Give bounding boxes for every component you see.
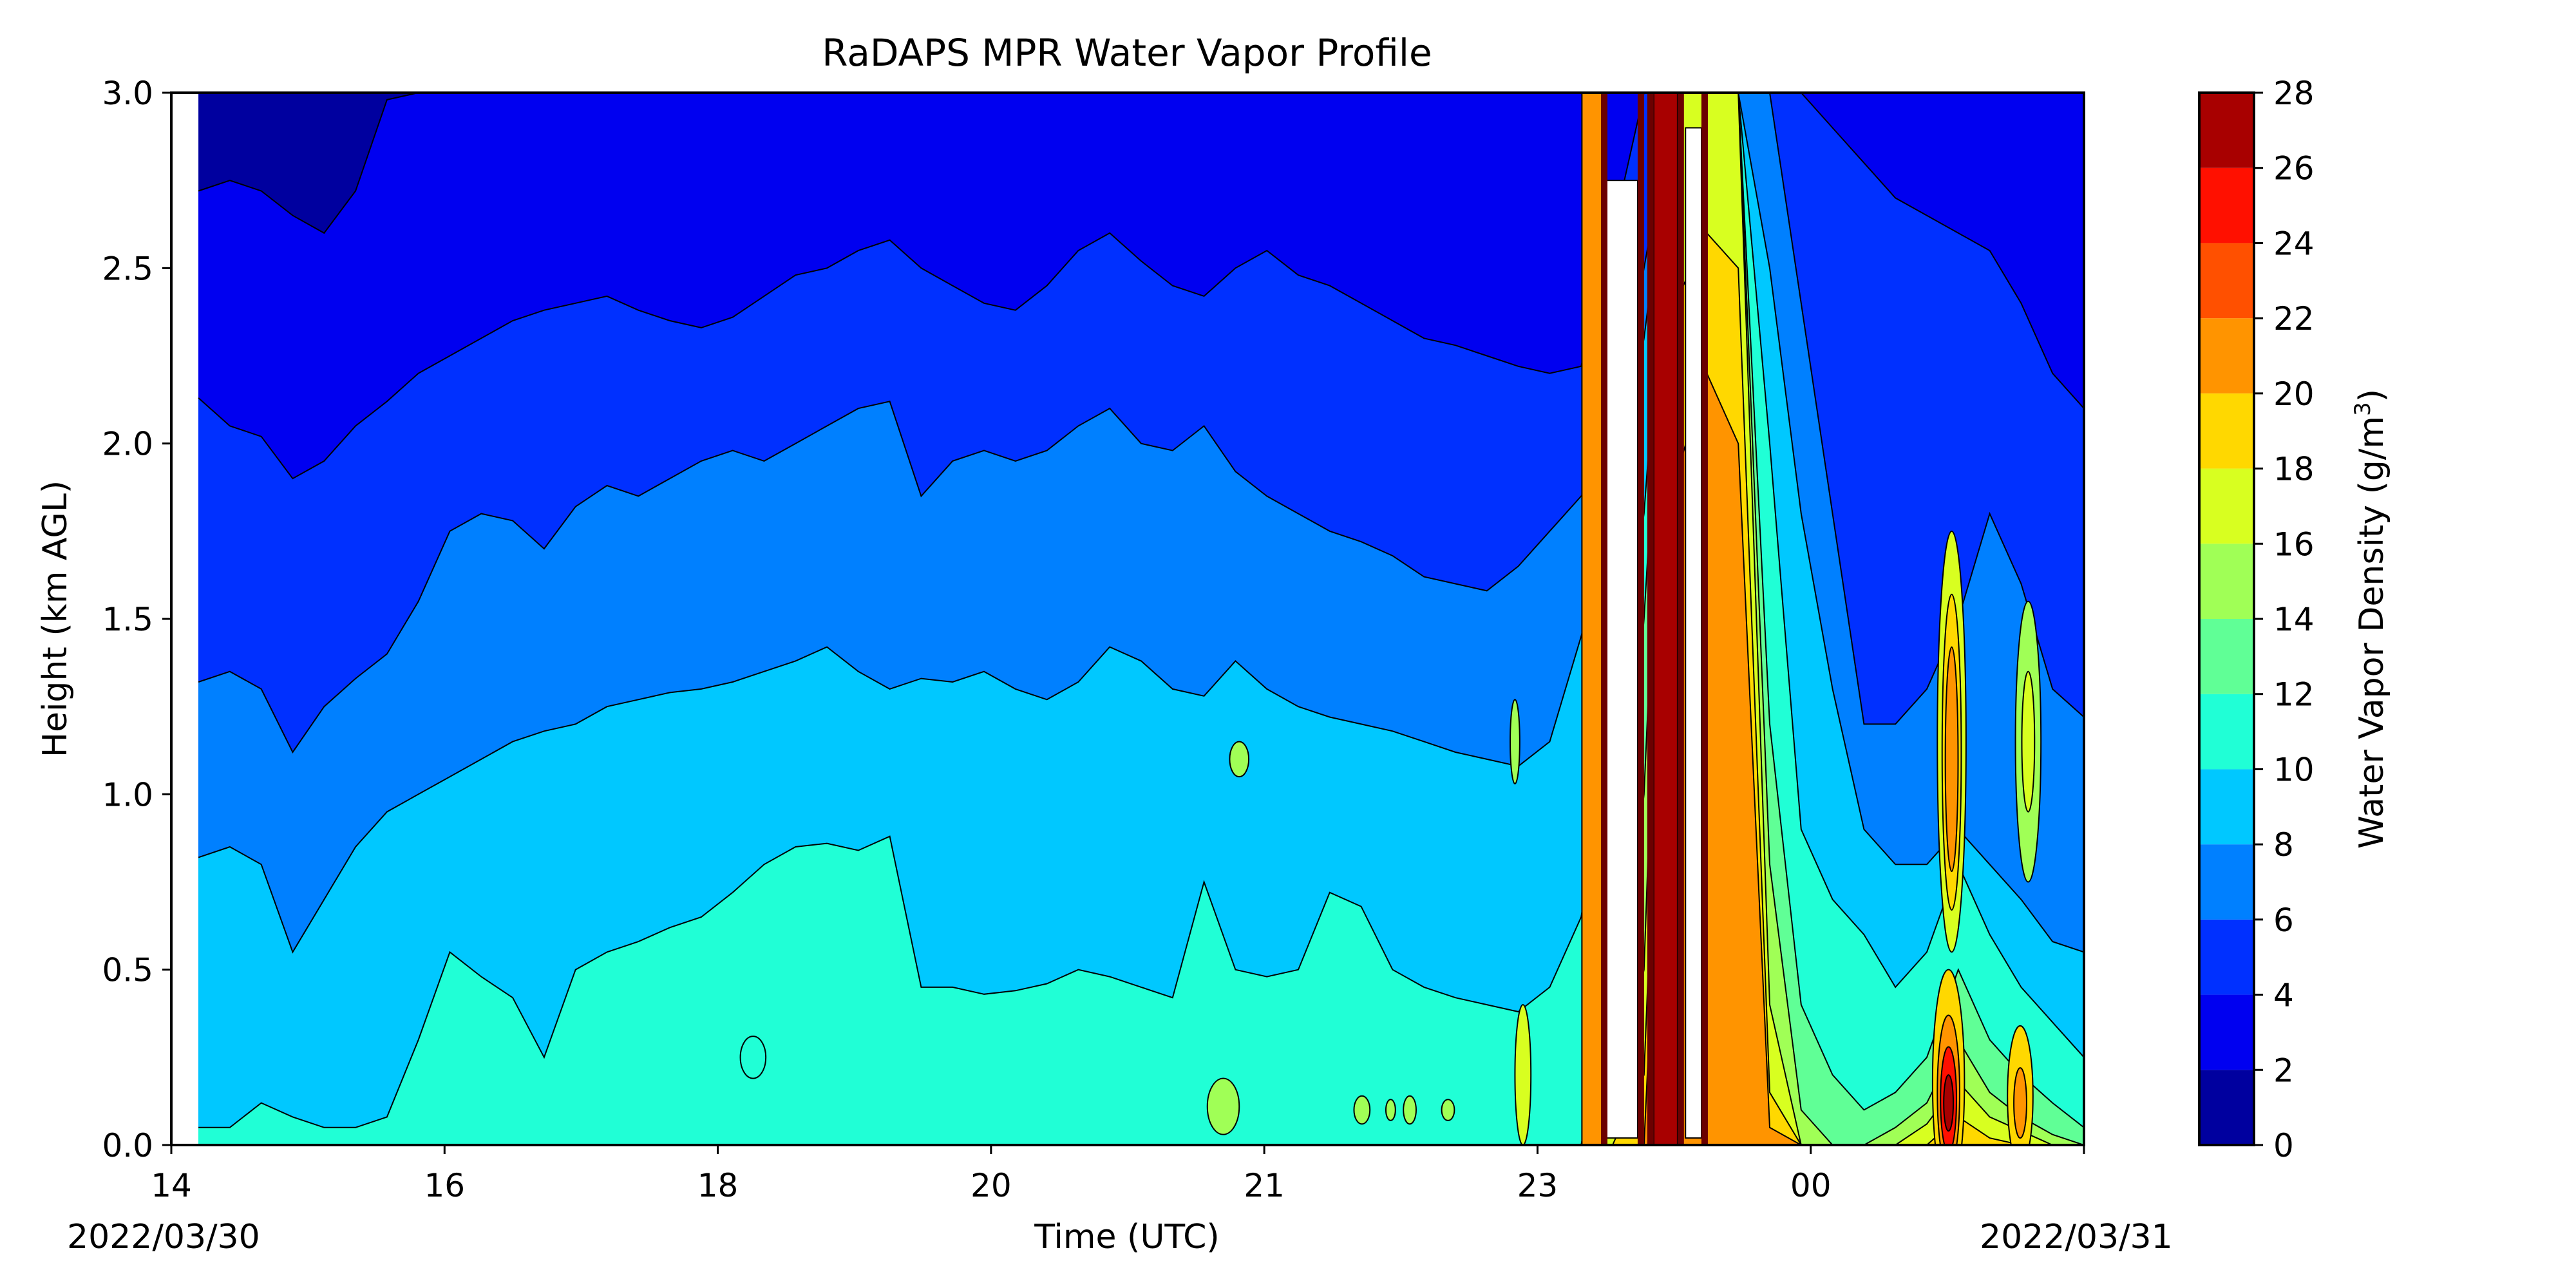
contour-blob-12: [2013, 1067, 2027, 1139]
y-tick-label: 0.0: [102, 1127, 153, 1164]
contour-line-14: [198, 93, 2084, 1145]
colorbar-cell: [2199, 844, 2254, 920]
contour-line-10: [198, 93, 2084, 1128]
contour-blob-15: [1206, 1077, 1240, 1135]
y-tick-label: 1.5: [102, 601, 153, 638]
colorbar-tick-label: 16: [2273, 526, 2315, 563]
contour-line-16: [198, 93, 2084, 1145]
colorbar-label-main: Water Vapor Density (g/m: [2353, 416, 2391, 849]
contour-blob-19: [1385, 1099, 1396, 1121]
y-axis: 0.0 0.5 1.0 1.5 2.0 2.5 3.0: [102, 75, 171, 1164]
chart-title: RaDAPS MPR Water Vapor Profile: [822, 31, 1432, 75]
date-start-label: 2022/03/30: [67, 1218, 260, 1256]
colorbar-tick-label: 12: [2273, 676, 2315, 714]
colorbar-tick-label: 8: [2273, 826, 2294, 864]
plot-area: [170, 91, 2085, 1146]
contour-blob-17: [739, 1036, 767, 1079]
x-tick-label: 23: [1517, 1167, 1558, 1204]
colorbar-cell: [2199, 318, 2254, 393]
colorbar-cell: [2199, 619, 2254, 694]
colorbar-cell: [2199, 694, 2254, 770]
colorbar-tick-label: 28: [2273, 75, 2315, 112]
contour-blob-6: [2021, 670, 2036, 813]
contour-blob-21: [1441, 1099, 1455, 1121]
colorbar-tick-label: 26: [2273, 150, 2315, 187]
colorbar-cell: [2199, 769, 2254, 845]
contour-line-4: [198, 93, 2084, 480]
moist-strip-1: [1653, 93, 1678, 1145]
y-tick-label: 3.0: [102, 75, 153, 112]
contour-line-6: [198, 93, 2084, 753]
moist-strip-0: [1581, 93, 1604, 1145]
colorbar-cell: [2199, 243, 2254, 319]
y-axis-label: Height (km AGL): [36, 480, 75, 757]
colorbar-cell: [2199, 167, 2254, 243]
x-axis: 14 16 18 20 21 23 00: [151, 1145, 2085, 1204]
colorbar-cell: [2199, 93, 2254, 168]
colorbar-cell: [2199, 994, 2254, 1070]
colorbar-tick-label: 6: [2273, 902, 2294, 939]
colorbar-tick-label: 24: [2273, 225, 2315, 262]
y-tick-label: 0.5: [102, 952, 153, 989]
contour-line-20: [198, 371, 2084, 1145]
contour-layers: [198, 93, 2084, 1145]
colorbar-label-end: ): [2353, 389, 2391, 402]
contour-blob-4: [1944, 646, 1959, 873]
colorbar-tick-label: 18: [2273, 451, 2315, 488]
x-axis-label: Time (UTC): [1034, 1218, 1219, 1256]
x-tick-label: 16: [424, 1167, 465, 1204]
colorbar-cell: [2199, 393, 2254, 469]
x-tick-label: 00: [1790, 1167, 1832, 1204]
colorbar-label-superscript: 3: [2350, 402, 2376, 416]
x-tick-label: 20: [971, 1167, 1012, 1204]
colorbar-label: Water Vapor Density (g/m3): [2350, 389, 2391, 849]
y-tick-label: 2.5: [102, 250, 153, 287]
x-tick-label: 21: [1244, 1167, 1285, 1204]
missing-data-gap-0: [1605, 180, 1638, 1139]
colorbar-tick-label: 20: [2273, 375, 2315, 413]
x-tick-label: 18: [697, 1167, 739, 1204]
y-tick-label: 1.0: [102, 776, 153, 813]
contour-blob-16: [1229, 741, 1250, 778]
colorbar-tick-label: 2: [2273, 1052, 2294, 1089]
missing-data-gap-1: [1685, 127, 1702, 1139]
colorbar-tick-label: 4: [2273, 977, 2294, 1014]
colorbar-cells: [2199, 93, 2254, 1145]
colorbar-tick-label: 0: [2273, 1127, 2294, 1164]
contour-blob-18: [1353, 1095, 1371, 1125]
colorbar-cell: [2199, 468, 2254, 544]
colorbar-tick-label: 22: [2273, 300, 2315, 337]
colorbar-tick-label: 10: [2273, 751, 2315, 788]
x-tick-label: 14: [151, 1167, 192, 1204]
contour-line-8: [198, 93, 2084, 954]
colorbar-cell: [2199, 1070, 2254, 1145]
contour-blob-20: [1403, 1095, 1417, 1125]
contour-blob-14: [1510, 699, 1520, 784]
contour-blob-10: [1943, 1074, 1955, 1132]
contour-line-12: [198, 93, 2084, 1145]
y-tick-label: 2.0: [102, 426, 153, 463]
colorbar-cell: [2199, 919, 2254, 995]
contour-blob-13: [1514, 1004, 1532, 1145]
contour-line-18: [198, 232, 2084, 1145]
date-end-label: 2022/03/31: [1980, 1218, 2173, 1256]
colorbar-tick-label: 14: [2273, 601, 2315, 638]
colorbar-cell: [2199, 544, 2254, 619]
